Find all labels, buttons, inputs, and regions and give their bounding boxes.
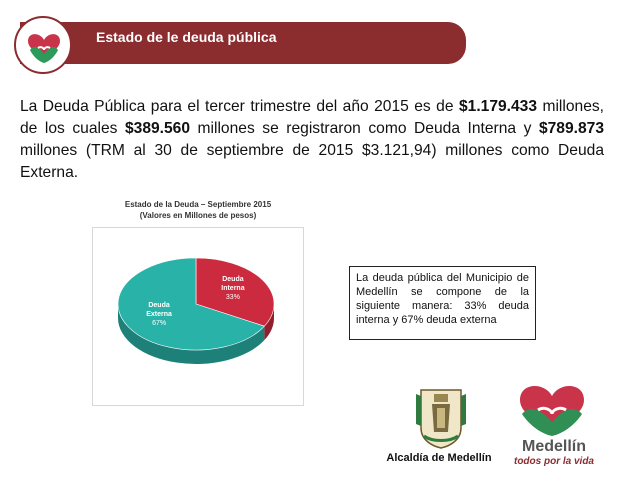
pie-side-1 [118,304,265,364]
intro-paragraph: La Deuda Pública para el tercer trimestr… [20,96,604,184]
pie-label-1-1: Externa [146,311,172,318]
pie-label-1-0: Deuda [148,302,170,309]
total-debt-value: $1.179.433 [458,98,538,115]
pie-label-0-1: Interna [221,285,244,292]
chart-subtitle: (Valores en Millones de pesos) [139,211,257,220]
medellin-brand-name: Medellín [521,438,586,455]
intro-text-4: millones (TRM al 30 de septiembre de 201… [20,142,604,181]
pie-side-0 [264,304,274,341]
summary-note: La deuda pública del Municipio de Medell… [349,266,536,340]
alcaldia-label: Alcaldía de Medellín [386,452,492,464]
intro-text-1: La Deuda Pública para el tercer trimestr… [20,98,459,115]
chart-title: Estado de la Deuda – Septiembre 2015 [124,200,272,209]
chart-title-block: Estado de la Deuda – Septiembre 2015 (Va… [92,199,304,221]
intro-text-3: millones se registraron como Deuda Inter… [190,120,539,137]
internal-debt-value: $389.560 [124,120,191,137]
pie-label-1-2: 67% [152,320,166,327]
pie-chart: Deuda Interna 33% Deuda Externa 67% [92,227,304,406]
pie-slice-1 [117,257,265,351]
pie-chart-svg: Deuda Interna 33% Deuda Externa 67% [117,257,275,364]
pie-label-0-2: 33% [226,294,240,301]
pie-slice-0 [195,257,275,327]
coat-of-arms-icon [386,386,496,455]
heart-logo-icon [14,16,72,74]
pie-label-0-0: Deuda [222,276,244,283]
intro-text-2: millones, de los cuales [20,98,604,137]
medellin-heart-icon [512,380,592,443]
medellin-tagline: todos por la vida [513,456,594,467]
external-debt-value: $789.873 [538,120,604,137]
page-title: Estado de le deuda pública [96,29,277,45]
